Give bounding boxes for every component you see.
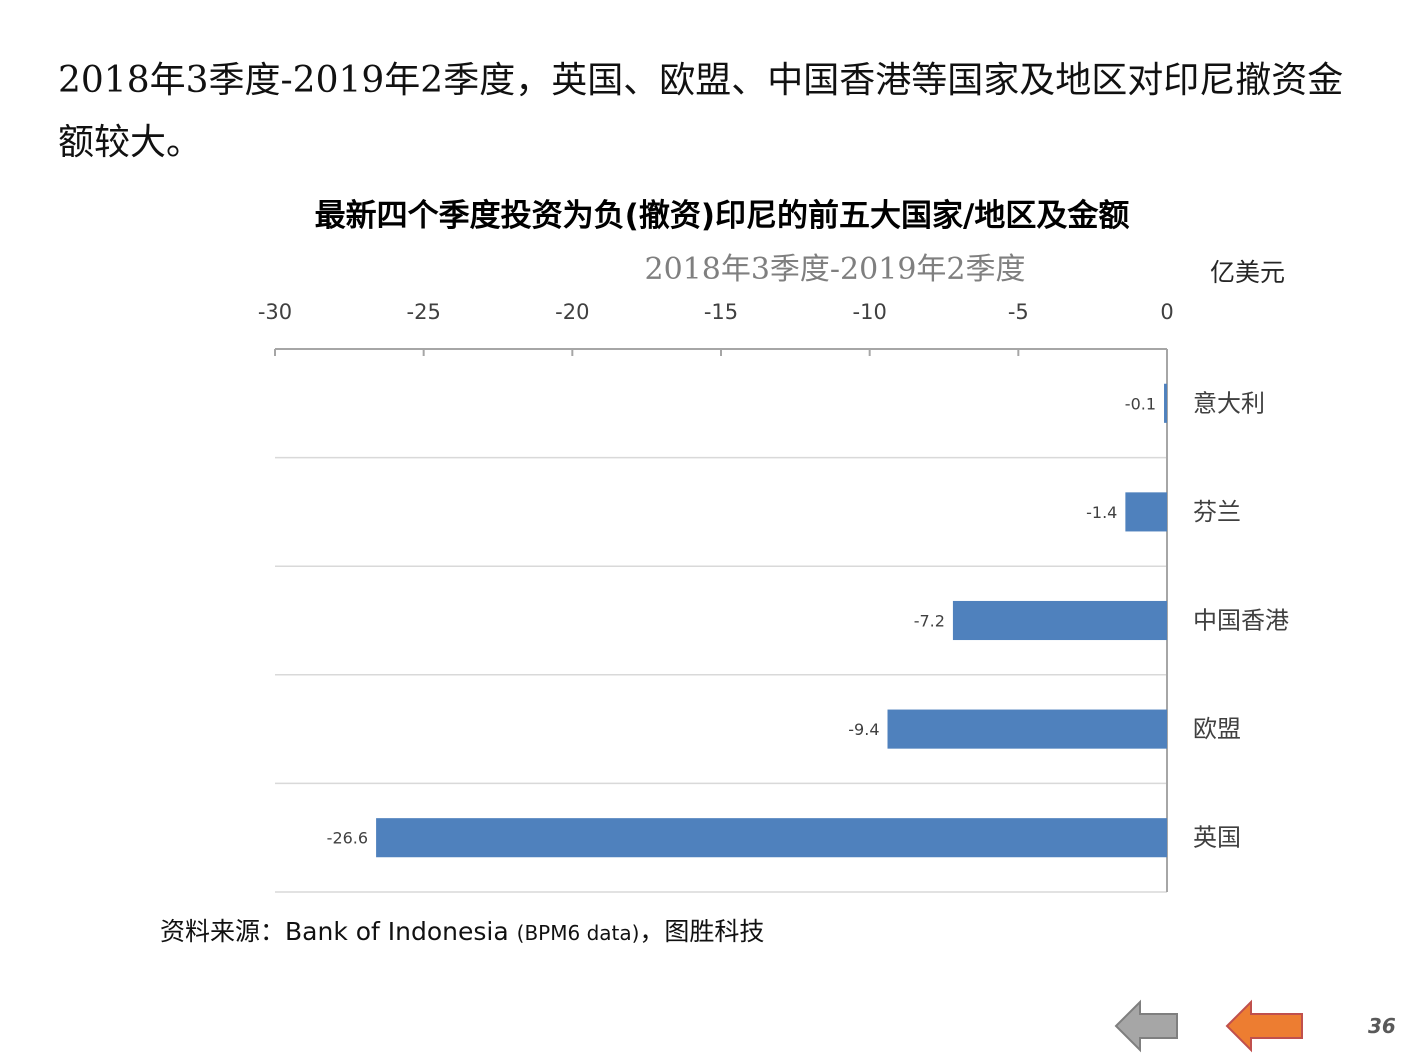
left-arrow-icon [1114,999,1178,1053]
page-number: 36 [1368,1014,1396,1038]
bar [376,818,1167,858]
prev-slide-button[interactable] [1114,998,1180,1058]
data-label: -1.4 [1086,503,1117,522]
x-tick-label: -15 [704,300,738,324]
x-tick-label: -20 [555,300,589,324]
category-label: 意大利 [1193,389,1265,417]
next-slide-button[interactable] [1225,998,1305,1058]
chart-subtitle: 2018年3季度-2019年2季度 [644,252,1026,287]
data-label: -26.6 [327,829,368,848]
source-suffix: ，图胜科技 [639,917,765,946]
category-label: 英国 [1193,824,1241,852]
left-arrow-icon [1225,999,1303,1053]
bar [887,709,1167,749]
source-prefix: 资料来源：Bank of Indonesia [160,917,517,946]
category-label: 欧盟 [1193,715,1241,743]
data-label: -7.2 [914,612,945,631]
data-label: -0.1 [1125,394,1156,413]
source-note: 资料来源：Bank of Indonesia (BPM6 data)，图胜科技 [160,912,764,948]
chart-title: 最新四个季度投资为负(撤资)印尼的前五大国家/地区及金额 [314,198,1130,234]
x-tick-label: -25 [407,300,441,324]
category-label: 芬兰 [1193,498,1241,526]
data-label: -9.4 [848,720,879,739]
bar-chart: -30 -25 -20 -15 -10 -5 0 -0.1 意大利 -1.4 芬兰 -7.2 中国香港 -… [258,300,1289,893]
x-tick-label: -30 [258,300,292,324]
x-tick-label: 0 [1160,300,1173,324]
unit-label: 亿美元 [1210,258,1286,287]
bar [1125,492,1167,532]
category-label: 中国香港 [1193,607,1289,635]
bar [952,600,1167,641]
x-tick-label: -10 [853,300,887,324]
x-tick-label: -5 [1008,300,1029,324]
bar [1164,383,1167,423]
intro-text: 2018年3季度-2019年2季度，英国、欧盟、中国香港等国家及地区对印尼撤资金… [58,60,1344,163]
source-paren: (BPM6 data) [516,921,640,945]
